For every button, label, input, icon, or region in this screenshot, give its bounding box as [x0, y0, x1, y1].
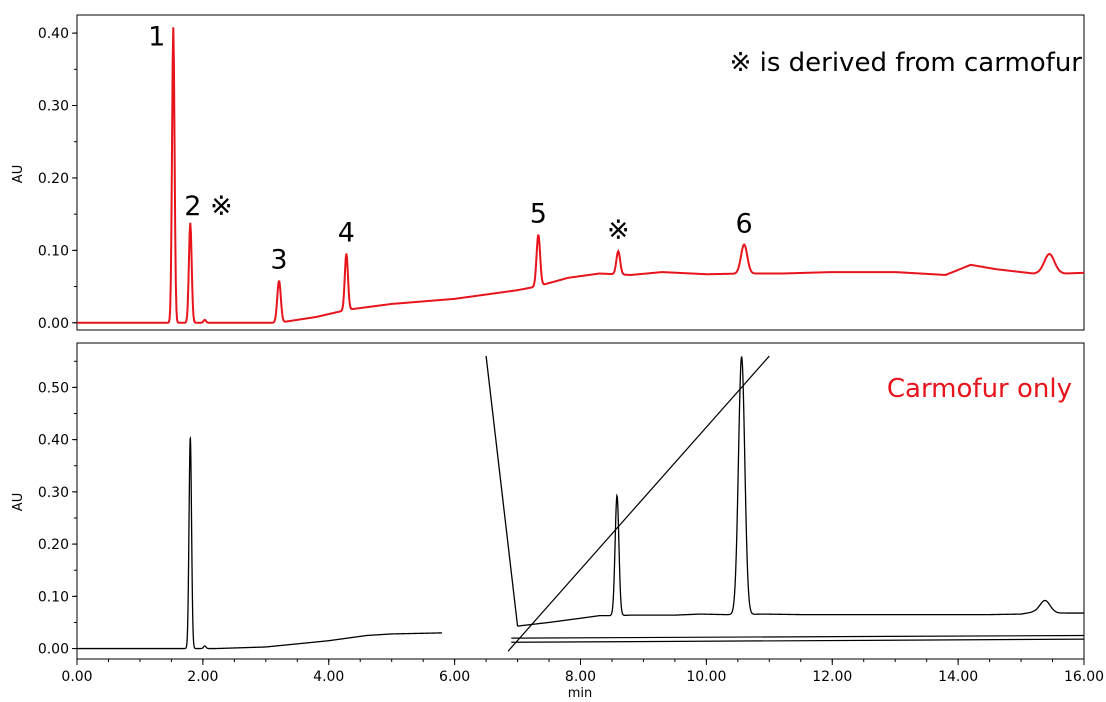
straight-line [511, 634, 1085, 639]
bottom-straight-lines [507, 355, 1085, 652]
x-tick-label: 10.00 [686, 669, 726, 685]
bottom-y-axis: 0.00 0.10 0.20 0.30 0.40 0.50 [38, 360, 77, 658]
bottom-panel: 0.00 0.10 0.20 0.30 0.40 0.50 0.00 2.00 4.00 6.0… [11, 342, 1104, 701]
peak-label: 6 [736, 209, 753, 240]
x-tick-label: 6.00 [439, 669, 470, 685]
y-tick-label: 0.20 [38, 537, 69, 553]
y-tick-label: 0.00 [38, 642, 69, 658]
x-tick-label: 8.00 [565, 669, 596, 685]
peak-label: 4 [338, 218, 355, 249]
bottom-overlay-trace [485, 355, 1084, 627]
y-tick-label: 0.50 [38, 380, 69, 396]
y-tick-label: 0.10 [38, 243, 69, 259]
top-y-axis: 0.00 0.10 0.20 0.30 0.40 [38, 26, 77, 332]
straight-line [511, 638, 1085, 643]
peak-label: ※ [607, 215, 630, 246]
y-tick-label: 0.00 [38, 316, 69, 332]
x-tick-label: 0.00 [61, 669, 92, 685]
x-tick-label: 14.00 [938, 669, 978, 685]
straight-line [507, 355, 770, 652]
y-tick-label: 0.30 [38, 99, 69, 115]
top-y-axis-label: AU [11, 165, 26, 183]
x-axis: 0.00 2.00 4.00 6.00 8.00 10.00 12.00 14.00 16.00 [61, 659, 1104, 685]
bottom-annotation: Carmofur only [887, 374, 1072, 404]
top-annotation: ※ is derived from carmofur [730, 48, 1083, 78]
top-plot-frame [76, 14, 1085, 331]
x-tick-label: 16.00 [1064, 669, 1104, 685]
bottom-trace-line [77, 436, 443, 650]
x-tick-label: 2.00 [187, 669, 218, 685]
y-tick-label: 0.30 [38, 485, 69, 501]
bottom-y-axis-label: AU [11, 493, 26, 511]
peak-label: 5 [530, 199, 547, 230]
x-tick-label: 12.00 [812, 669, 852, 685]
y-tick-label: 0.40 [38, 26, 69, 42]
x-tick-label: 4.00 [313, 669, 344, 685]
peak-label: 2 ※ [184, 191, 232, 222]
x-axis-label: min [568, 686, 593, 701]
top-peak-labels: 1 2 ※ 3 4 5 ※ 6 [148, 21, 753, 275]
y-tick-label: 0.20 [38, 171, 69, 187]
y-tick-label: 0.40 [38, 433, 69, 449]
top-panel: 0.00 0.10 0.20 0.30 0.40 AU 1 2 ※ 3 4 5 ※ 6 ※ is d… [11, 14, 1085, 332]
peak-label: 3 [270, 245, 287, 276]
y-tick-label: 0.10 [38, 589, 69, 605]
peak-label: 1 [148, 21, 165, 52]
top-trace-line [77, 27, 1085, 324]
